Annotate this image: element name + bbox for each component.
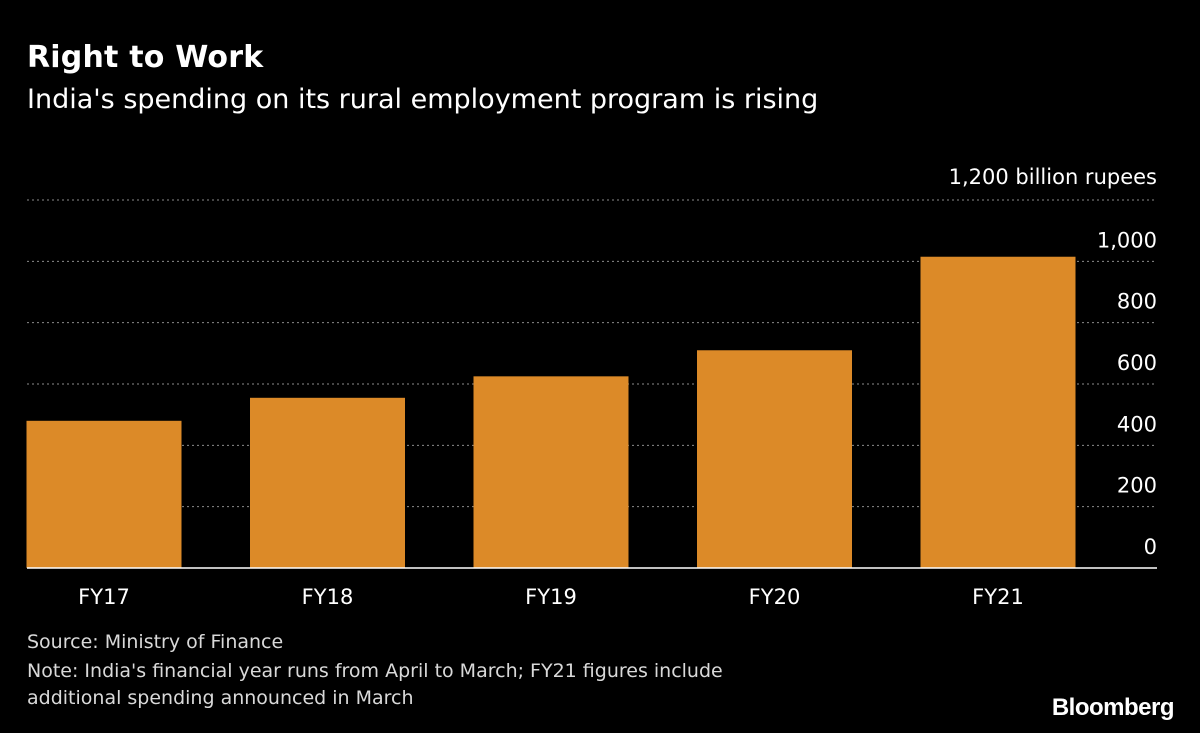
bar-fy20	[697, 350, 852, 568]
y-tick-label: 200	[1117, 474, 1157, 498]
note-line-2: additional spending announced in March	[27, 687, 414, 709]
y-axis-unit-label: 1,200 billion rupees	[949, 165, 1157, 189]
y-tick-label: 800	[1117, 290, 1157, 314]
bar-fy18	[250, 397, 405, 568]
y-tick-label: 600	[1117, 351, 1157, 375]
x-tick-label: FY19	[525, 585, 577, 609]
x-tick-label: FY21	[972, 585, 1024, 609]
bar-fy19	[473, 376, 629, 568]
x-axis-labels: FY17 FY18 FY19 FY20 FY21	[78, 585, 1024, 609]
bloomberg-logo: Bloomberg	[1051, 694, 1175, 721]
y-axis-ticks: 0 200 400 600 800 1,000 1,200 billion rupees	[949, 165, 1157, 559]
x-tick-label: FY18	[302, 585, 354, 609]
note-line-1: Note: India's financial year runs from A…	[27, 660, 723, 682]
bar-fy17	[26, 420, 182, 568]
bars	[26, 256, 1076, 568]
source-note: Source: Ministry of Finance	[27, 631, 284, 653]
y-tick-label: 0	[1144, 535, 1157, 559]
y-tick-label: 1,000	[1097, 228, 1157, 252]
y-tick-label: 400	[1117, 412, 1157, 436]
x-tick-label: FY17	[78, 585, 130, 609]
chart-title: Right to Work	[27, 40, 264, 75]
bar-chart: 0 200 400 600 800 1,000 1,200 billion rupees F…	[26, 165, 1157, 609]
bar-fy21	[920, 256, 1076, 568]
chart-subtitle: India's spending on its rural employment…	[27, 84, 819, 115]
x-tick-label: FY20	[749, 585, 801, 609]
